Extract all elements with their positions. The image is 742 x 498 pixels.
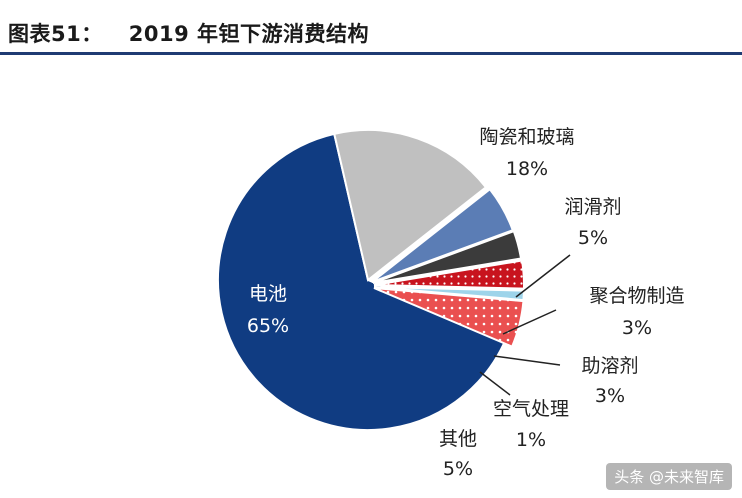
pie-slice-1 xyxy=(217,132,508,431)
chart-title: 2019 年钽下游消费结构 xyxy=(128,22,369,46)
slice-value-label: 5% xyxy=(578,227,608,249)
watermark: 头条 @未来智库 xyxy=(606,463,732,490)
pie-slice-4 xyxy=(372,229,523,284)
slice-name-label: 其他 xyxy=(439,428,477,450)
pie-slice-2 xyxy=(333,129,488,282)
figure-number: 图表51： xyxy=(8,22,103,46)
leader-line-3 xyxy=(515,254,571,298)
slice-name-label: 助溶剂 xyxy=(581,355,638,377)
slice-value-label: 3% xyxy=(622,317,652,339)
figure-title: 图表51： 2019 年钽下游消费结构 xyxy=(8,18,369,48)
slice-value-label: 3% xyxy=(595,385,625,407)
slice-value-label: 5% xyxy=(443,458,473,480)
title-underline xyxy=(0,52,742,55)
slice-value-label: 65% xyxy=(247,315,289,337)
slice-name-label: 润滑剂 xyxy=(564,196,621,218)
slice-value-label: 18% xyxy=(506,158,548,180)
slice-name-label: 聚合物制造 xyxy=(589,285,684,307)
leader-line-5 xyxy=(493,355,561,366)
pie-slice-5 xyxy=(373,259,525,290)
slice-name-label: 陶瓷和玻璃 xyxy=(479,126,574,148)
slice-value-label: 1% xyxy=(516,429,546,451)
slice-name-label: 电池 xyxy=(249,283,287,305)
pie-slice-3 xyxy=(371,187,515,283)
leader-line-6 xyxy=(479,371,511,396)
pie-slice-7 xyxy=(373,287,525,348)
slice-name-label: 空气处理 xyxy=(493,398,569,420)
leader-line-4 xyxy=(502,309,557,335)
